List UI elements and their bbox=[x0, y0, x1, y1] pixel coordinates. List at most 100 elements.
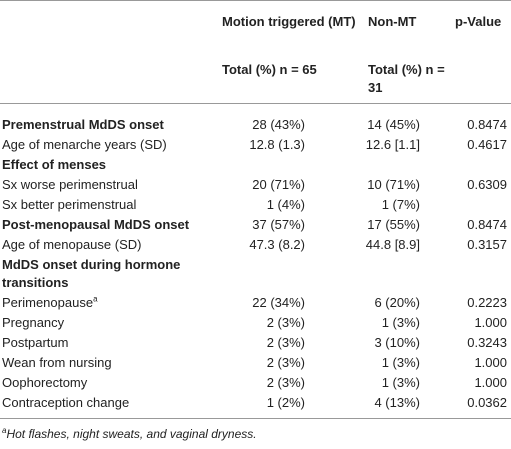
value-cell: 22 (34%) bbox=[212, 293, 362, 313]
value-cell: 1 (3%) bbox=[362, 313, 448, 333]
row-label: Sx worse perimenstrual bbox=[2, 177, 138, 192]
value-cell: 12.6 [1.1] bbox=[362, 135, 448, 155]
cell-value: 17 (55%) bbox=[367, 217, 420, 232]
cell-value: 6 (20%) bbox=[374, 295, 420, 310]
cell-value: 1 (3%) bbox=[381, 355, 420, 370]
value-cell: 0.0362 bbox=[448, 393, 511, 419]
data-row: Sx worse perimenstrual 20 (71%) 10 (71%) 0.… bbox=[0, 175, 511, 195]
row-label-cell: Post-menopausal MdDS onset bbox=[0, 215, 212, 235]
value-cell: 0.6309 bbox=[448, 175, 511, 195]
cell-value: 12.6 [1.1] bbox=[365, 137, 420, 152]
data-row: Age of menopause (SD) 47.3 (8.2) 44.8 [8.9… bbox=[0, 235, 511, 255]
header-cell bbox=[0, 0, 212, 53]
value-cell: 28 (43%) bbox=[212, 104, 362, 136]
table-body: Premenstrual MdDS onset 28 (43%) 14 (45%) 0… bbox=[0, 104, 511, 419]
cell-value: 44.8 [8.9] bbox=[365, 237, 420, 252]
value-cell bbox=[362, 155, 448, 175]
cell-value: 2 (3%) bbox=[266, 355, 305, 370]
row-label: Age of menopause (SD) bbox=[2, 237, 142, 252]
row-label-cell: Pregnancy bbox=[0, 313, 212, 333]
row-label-cell: Effect of menses bbox=[0, 155, 212, 175]
row-label-cell: MdDS onset during hormone transitions bbox=[0, 255, 212, 293]
row-label: Sx better perimenstrual bbox=[2, 197, 137, 212]
value-cell: 37 (57%) bbox=[212, 215, 362, 235]
data-row: Wean from nursing 2 (3%) 1 (3%) 1.000 bbox=[0, 353, 511, 373]
data-row: Pregnancy 2 (3%) 1 (3%) 1.000 bbox=[0, 313, 511, 333]
value-cell bbox=[448, 155, 511, 175]
row-label-cell: Age of menarche years (SD) bbox=[0, 135, 212, 155]
footnote-marker: a bbox=[2, 426, 7, 435]
row-label-cell: Sx better perimenstrual bbox=[0, 195, 212, 215]
value-cell: 4 (13%) bbox=[362, 393, 448, 419]
data-row: Age of menarche years (SD) 12.8 (1.3) 12.6… bbox=[0, 135, 511, 155]
cell-value: 0.0362 bbox=[467, 395, 507, 410]
cell-value: 1.000 bbox=[474, 375, 507, 390]
value-cell: 1 (7%) bbox=[362, 195, 448, 215]
row-label: Oophorectomy bbox=[2, 375, 88, 390]
section-row: Post-menopausal MdDS onset 37 (57%) 17 (55… bbox=[0, 215, 511, 235]
row-label-cell: Perimenopausea bbox=[0, 293, 212, 313]
table-head: Motion triggered (MT) Non-MT p-Value Tot… bbox=[0, 0, 511, 104]
header-cell: p-Value bbox=[448, 0, 511, 53]
data-row: Perimenopausea 22 (34%) 6 (20%) 0.2223 bbox=[0, 293, 511, 313]
row-label: Pregnancy bbox=[2, 315, 65, 330]
value-cell: 3 (10%) bbox=[362, 333, 448, 353]
row-label-cell: Premenstrual MdDS onset bbox=[0, 104, 212, 136]
cell-value: 20 (71%) bbox=[252, 177, 305, 192]
cell-value: 28 (43%) bbox=[252, 117, 305, 132]
subheader-row: Total (%) n = 65 Total (%) n = 31 bbox=[0, 53, 511, 104]
footnote: aHot flashes, night sweats, and vaginal … bbox=[0, 426, 511, 442]
cell-value: 1 (2%) bbox=[266, 395, 305, 410]
section-row: Premenstrual MdDS onset 28 (43%) 14 (45%) 0… bbox=[0, 104, 511, 136]
cell-value: 0.3243 bbox=[467, 335, 507, 350]
value-cell: 12.8 (1.3) bbox=[212, 135, 362, 155]
value-cell: 0.8474 bbox=[448, 215, 511, 235]
value-cell: 0.3243 bbox=[448, 333, 511, 353]
header-cell: Non-MT bbox=[362, 0, 448, 53]
cell-value: 1 (7%) bbox=[381, 197, 420, 212]
row-label: Age of menarche years (SD) bbox=[2, 137, 167, 152]
row-label-cell: Age of menopause (SD) bbox=[0, 235, 212, 255]
value-cell bbox=[448, 195, 511, 215]
row-label: Wean from nursing bbox=[2, 355, 112, 370]
data-row: Oophorectomy 2 (3%) 1 (3%) 1.000 bbox=[0, 373, 511, 393]
value-cell: 6 (20%) bbox=[362, 293, 448, 313]
row-label: Perimenopause bbox=[2, 295, 94, 310]
value-cell: 2 (3%) bbox=[212, 333, 362, 353]
row-label-cell: Sx worse perimenstrual bbox=[0, 175, 212, 195]
row-label: Contraception change bbox=[2, 395, 130, 410]
value-cell: 2 (3%) bbox=[212, 353, 362, 373]
cell-value: 0.6309 bbox=[467, 177, 507, 192]
value-cell bbox=[212, 255, 362, 293]
cell-value: 3 (10%) bbox=[374, 335, 420, 350]
section-row: MdDS onset during hormone transitions bbox=[0, 255, 511, 293]
value-cell: 1 (3%) bbox=[362, 353, 448, 373]
value-cell: 1 (2%) bbox=[212, 393, 362, 419]
value-cell: 17 (55%) bbox=[362, 215, 448, 235]
row-label: Postpartum bbox=[2, 335, 69, 350]
cell-value: 37 (57%) bbox=[252, 217, 305, 232]
value-cell: 10 (71%) bbox=[362, 175, 448, 195]
cell-value: 2 (3%) bbox=[266, 315, 305, 330]
row-label-cell: Postpartum bbox=[0, 333, 212, 353]
cell-value: 1 (3%) bbox=[381, 375, 420, 390]
row-label: MdDS onset during hormone transitions bbox=[2, 257, 181, 290]
section-row: Effect of menses bbox=[0, 155, 511, 175]
cell-value: 1.000 bbox=[474, 315, 507, 330]
cell-value: 47.3 (8.2) bbox=[249, 237, 305, 252]
cell-value: 0.8474 bbox=[467, 117, 507, 132]
row-label: Post-menopausal MdDS onset bbox=[2, 217, 190, 232]
value-cell: 20 (71%) bbox=[212, 175, 362, 195]
value-cell bbox=[448, 255, 511, 293]
cell-value: 1 (3%) bbox=[381, 315, 420, 330]
value-cell: 1.000 bbox=[448, 353, 511, 373]
value-cell: 2 (3%) bbox=[212, 313, 362, 333]
cell-value: 22 (34%) bbox=[252, 295, 305, 310]
data-row: Sx better perimenstrual 1 (4%) 1 (7%) bbox=[0, 195, 511, 215]
footnote-text: Hot flashes, night sweats, and vaginal d… bbox=[6, 427, 257, 441]
value-cell: 1 (4%) bbox=[212, 195, 362, 215]
data-table: Motion triggered (MT) Non-MT p-Value Tot… bbox=[0, 0, 511, 419]
data-row: Postpartum 2 (3%) 3 (10%) 0.3243 bbox=[0, 333, 511, 353]
subheader-cell bbox=[0, 53, 212, 104]
header-row: Motion triggered (MT) Non-MT p-Value bbox=[0, 0, 511, 53]
